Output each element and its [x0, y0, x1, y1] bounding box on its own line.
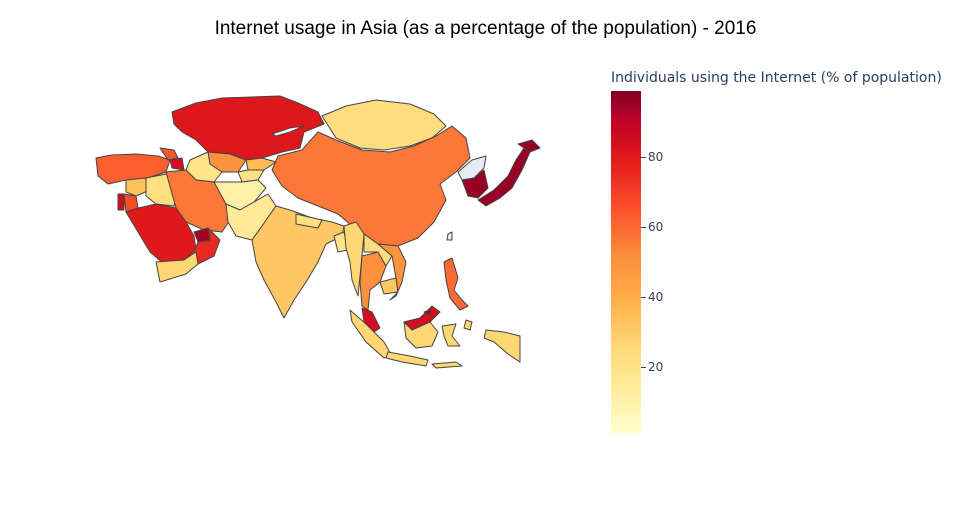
lake-balkhash: [271, 125, 305, 137]
colorbar-tick-60: 60: [648, 220, 664, 234]
region-azerbaijan: [169, 157, 185, 171]
region-indonesia-papua: [483, 329, 521, 363]
colorbar-tick-20: 20: [648, 360, 664, 374]
colorbar: [611, 91, 641, 433]
region-mongolia: [321, 99, 447, 151]
region-brunei: [423, 309, 431, 317]
region-syria: [125, 177, 151, 197]
region-kyrgyzstan: [245, 157, 277, 171]
region-china: [271, 125, 471, 247]
region-vietnam: [377, 243, 407, 301]
region-saudi-arabia: [125, 203, 197, 265]
region-georgia: [159, 147, 179, 161]
countries-layer: [95, 95, 541, 369]
colorbar-tick-mark: [641, 367, 646, 368]
region-tajikistan: [237, 169, 265, 183]
colorbar-tick-mark: [641, 227, 646, 228]
region-cambodia: [379, 277, 399, 295]
region-philippines: [443, 257, 469, 311]
region-yemen: [155, 251, 199, 283]
region-kazakhstan: [171, 95, 325, 161]
map-title: Internet usage in Asia (as a percentage …: [214, 18, 757, 39]
colorbar-tick-mark: [641, 157, 646, 158]
region-myanmar: [343, 221, 365, 297]
region-indonesia-kalimantan: [403, 321, 439, 349]
region-india: [251, 205, 345, 319]
region-japan-hokkaido: [517, 139, 541, 153]
region-indonesia-sulawesi: [441, 323, 461, 347]
region-nepal: [295, 213, 323, 229]
colorbar-tick-80: 80: [648, 150, 664, 164]
region-israel: [117, 193, 125, 211]
colorbar-tick-mark: [641, 297, 646, 298]
region-indonesia-maluku: [463, 319, 473, 331]
region-malaysia: [361, 307, 381, 333]
colorbar-title: Individuals using the Internet (% of pop…: [611, 70, 942, 86]
region-south-korea: [461, 169, 489, 199]
region-indonesia-islands: [431, 361, 463, 369]
region-indonesia-java: [385, 351, 429, 367]
region-taiwan: [446, 231, 453, 241]
colorbar-tick-40: 40: [648, 290, 664, 304]
